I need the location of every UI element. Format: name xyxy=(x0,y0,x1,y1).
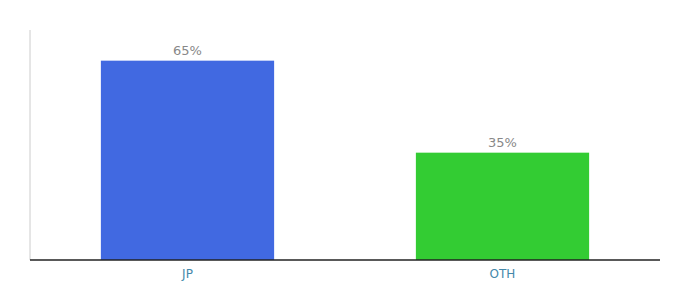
data-label: 65% xyxy=(173,43,202,58)
x-axis-line xyxy=(30,259,660,261)
x-tick-label: OTH xyxy=(490,267,516,281)
chart-container: JP OTH 65% 35% xyxy=(0,0,680,300)
chart: JP OTH 65% 35% xyxy=(0,0,680,300)
data-label: 35% xyxy=(488,135,517,150)
bars xyxy=(101,61,589,260)
y-axis-line xyxy=(30,30,31,260)
bar xyxy=(101,61,274,260)
bar xyxy=(416,153,589,260)
x-tick-label: JP xyxy=(181,267,193,281)
